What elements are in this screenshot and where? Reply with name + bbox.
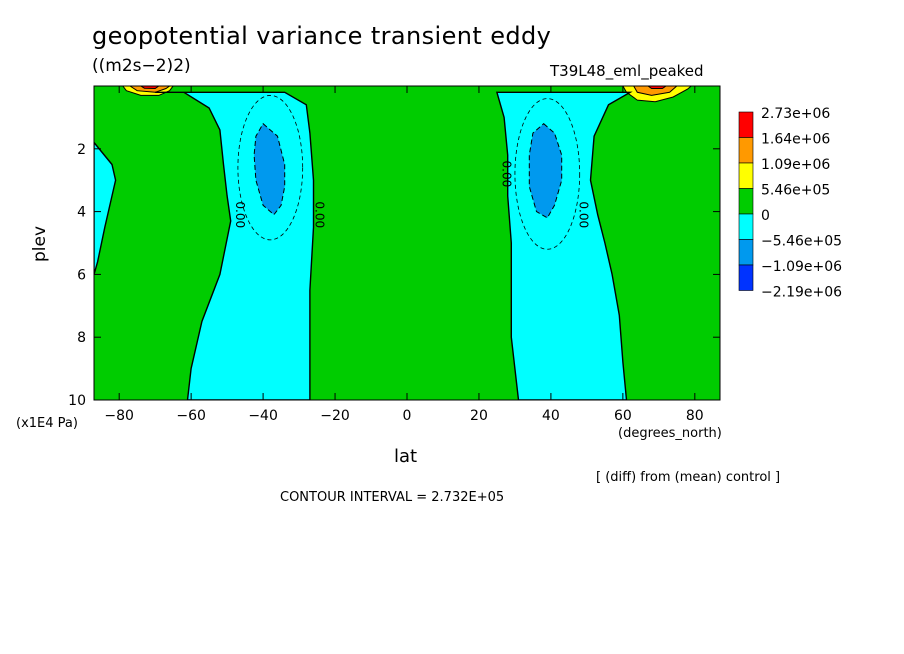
x-tick-label: −60 [176,408,206,424]
y-tick-label: 4 [77,205,86,221]
legend-swatch [738,264,754,291]
color-legend: 2.73e+06 1.64e+06 1.09e+06 5.46e+05 0 −5.46e+… [738,106,842,301]
x-axis: −80 −60 −40 −20 0 20 40 60 80 [104,86,704,424]
x-tick-label: 80 [686,408,704,424]
x-tick-label: 60 [614,408,632,424]
region-sh-deep-minimum [529,123,562,218]
region-nh-deep-minimum [254,123,285,215]
contour-sh-surface-max-core [647,86,667,89]
y-tick-label: 10 [68,393,86,409]
legend-swatch [738,188,754,215]
region-sh-surface-max-mid [633,86,677,96]
region-west-edge-negative [94,142,116,275]
y-axis-units: (x1E4 Pa) [16,416,78,431]
y-axis: 2 4 6 8 10 [68,142,720,409]
contour-west-edge-negative [94,141,117,275]
y-axis-label: plev [30,225,50,262]
zero-contour-labels: 0.00 0.00 0.00 0.00 [233,161,591,229]
x-axis-label: lat [394,446,418,467]
contour-sh-surface-max-mid [633,86,678,96]
x-tick-label: −20 [320,408,350,424]
contour-regions [94,86,692,400]
dashed-contour-1 [514,98,581,250]
x-tick-label: 40 [542,408,560,424]
legend-label: 1.64e+06 [761,132,830,148]
plot-background [94,86,720,400]
y-tick-label: 2 [77,142,86,158]
legend-swatch [738,111,754,138]
y-tick-label: 6 [77,267,86,283]
contour-label: 0.00 [577,201,591,228]
contour-nh-surface-max-core [139,86,160,90]
legend-swatch [738,137,754,164]
legend-label: 5.46e+05 [761,183,830,199]
contour-label: 0.00 [233,201,247,228]
contour-nh-surface-max-mid [129,86,171,93]
contour-interval: CONTOUR INTERVAL = 2.732E+05 [280,490,505,505]
region-sh-surface-max-core [648,86,666,89]
chart-units: ((m2s−2)2) [92,56,191,76]
contour-sh-deep-minimum [528,123,563,219]
x-axis-units: (degrees_north) [618,426,722,441]
x-tick-label: 0 [403,408,412,424]
contour-label: 0.00 [312,201,326,228]
contour-nh-surface-max-outer [122,86,174,96]
legend-label: −5.46e+05 [761,234,842,250]
legend-label: −2.19e+06 [761,285,842,301]
legend-swatch [738,213,754,240]
contour-sh-negative-band [495,91,633,400]
contour-lines [94,86,692,400]
legend-label: −1.09e+06 [761,259,842,275]
x-tick-label: −80 [104,408,134,424]
legend-label: 2.73e+06 [761,106,830,122]
contour-nh-negative-band [155,91,315,400]
legend-label: 0 [761,208,770,224]
contour-label: 0.00 [499,161,513,188]
x-tick-label: 20 [470,408,488,424]
dashed-contour-0 [237,95,304,241]
y-tick-label: 8 [77,330,86,346]
legend-swatch [738,239,754,266]
chart-title: geopotential variance transient eddy [92,22,552,50]
x-tick-label: −40 [248,408,278,424]
contour-sh-surface-max-outer [622,86,692,103]
legend-swatch [738,162,754,189]
difference-note: [ (diff) from (mean) control ] [596,470,781,485]
legend-label: 1.09e+06 [761,157,830,173]
run-label: T39L48_eml_peaked [550,62,704,80]
